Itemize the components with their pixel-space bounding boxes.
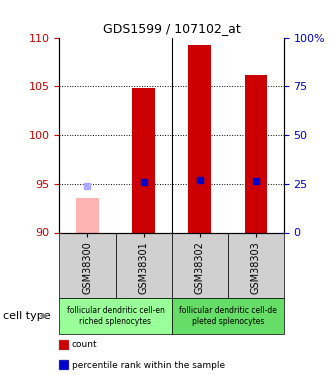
Bar [76,198,99,232]
Text: percentile rank within the sample: percentile rank within the sample [72,361,225,370]
Text: follicular dendritic cell-de
pleted splenocytes: follicular dendritic cell-de pleted sple… [179,306,277,326]
Title: GDS1599 / 107102_at: GDS1599 / 107102_at [103,22,241,35]
Text: cell type: cell type [3,311,51,321]
Text: count: count [72,340,98,349]
Text: follicular dendritic cell-en
riched splenocytes: follicular dendritic cell-en riched sple… [67,306,164,326]
Bar [188,45,211,232]
Bar [132,88,155,232]
Bar [245,75,267,232]
